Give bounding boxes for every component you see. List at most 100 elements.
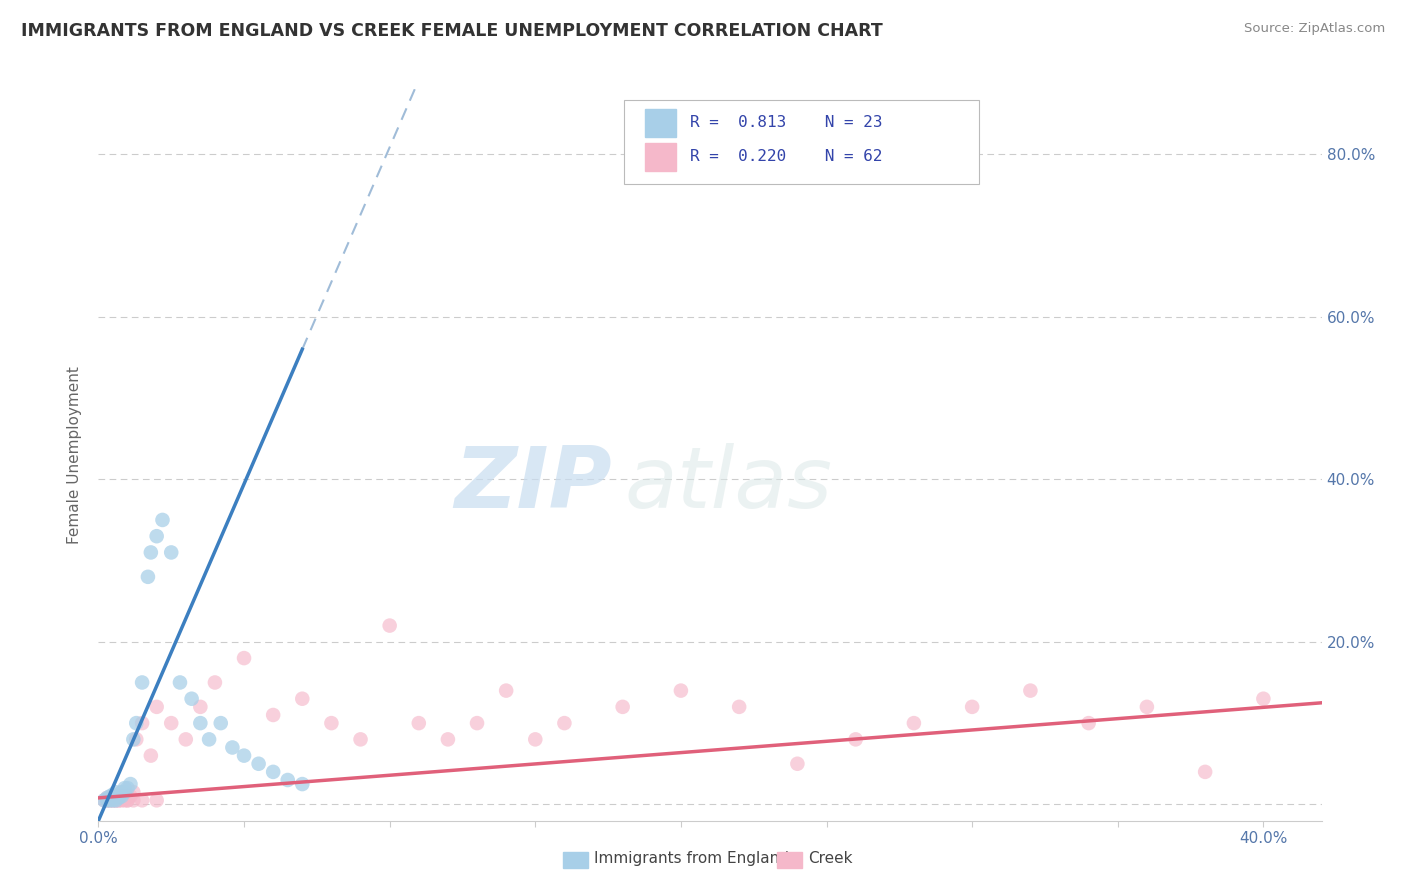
Point (125, 732, 148, 747)
Point (1194, 764, 1216, 779)
Point (117, 793, 139, 807)
Point (122, 785, 145, 799)
Point (291, 691, 314, 706)
Text: Source: ZipAtlas.com: Source: ZipAtlas.com (1244, 22, 1385, 36)
Point (669, 683, 692, 698)
Point (114, 785, 136, 799)
Point (111, 785, 134, 799)
Point (114, 793, 136, 807)
Point (152, 513, 174, 527)
Point (131, 793, 153, 807)
Point (111, 789, 134, 804)
Point (98, 793, 121, 807)
Point (221, 740, 243, 755)
Point (786, 756, 808, 771)
FancyBboxPatch shape (624, 100, 979, 185)
Point (960, 699, 983, 714)
Point (96, 793, 118, 807)
Point (117, 789, 139, 804)
Text: R =  0.220    N = 62: R = 0.220 N = 62 (690, 149, 883, 164)
Point (180, 691, 202, 706)
Point (101, 793, 124, 807)
Point (131, 716, 153, 731)
Bar (564, 852, 588, 868)
Point (104, 789, 127, 804)
Point (120, 789, 142, 804)
Point (122, 793, 145, 807)
Point (122, 732, 145, 747)
Point (98, 790, 121, 805)
Point (291, 777, 314, 791)
Point (117, 793, 139, 807)
Point (139, 748, 162, 763)
Point (101, 788, 124, 802)
Text: ZIP: ZIP (454, 442, 612, 525)
Point (96, 790, 118, 805)
Bar (645, 143, 676, 170)
Point (101, 793, 124, 807)
Point (198, 732, 221, 747)
Point (903, 716, 925, 731)
Point (104, 793, 127, 807)
Point (96, 793, 118, 807)
Point (160, 545, 183, 559)
Point (378, 618, 401, 632)
Point (111, 790, 134, 805)
Point (204, 675, 226, 690)
Text: IMMIGRANTS FROM ENGLAND VS CREEK FEMALE UNEMPLOYMENT CORRELATION CHART: IMMIGRANTS FROM ENGLAND VS CREEK FEMALE … (21, 22, 883, 40)
Point (104, 793, 127, 807)
Point (262, 764, 284, 779)
Point (120, 777, 142, 791)
Point (111, 789, 134, 804)
Point (145, 793, 167, 807)
Point (209, 716, 232, 731)
Point (845, 732, 868, 747)
Point (174, 732, 197, 747)
Point (98, 789, 121, 804)
Point (553, 716, 575, 731)
Point (108, 793, 131, 807)
Point (495, 683, 517, 698)
Point (114, 781, 136, 796)
Text: R =  0.813    N = 23: R = 0.813 N = 23 (690, 115, 883, 130)
Point (321, 716, 343, 731)
Point (1077, 716, 1099, 731)
Point (524, 732, 547, 747)
Point (108, 790, 131, 805)
Point (104, 793, 127, 807)
Point (262, 708, 284, 723)
Point (101, 790, 124, 805)
Text: Creek: Creek (808, 851, 852, 866)
Point (108, 793, 131, 807)
Text: atlas: atlas (624, 442, 832, 525)
Point (465, 716, 488, 731)
Point (96, 790, 118, 805)
Point (98, 793, 121, 807)
Point (408, 716, 430, 731)
Point (117, 781, 139, 796)
Point (98, 793, 121, 807)
Point (437, 732, 460, 747)
Point (96, 793, 118, 807)
Point (169, 675, 191, 690)
Point (188, 699, 212, 714)
Point (188, 716, 212, 731)
Point (247, 756, 270, 771)
Point (145, 699, 167, 714)
Point (136, 570, 159, 584)
Point (1253, 691, 1275, 706)
Point (101, 789, 124, 804)
Point (139, 545, 162, 559)
Point (108, 789, 131, 804)
Point (101, 793, 124, 807)
Point (349, 732, 371, 747)
Point (93, 793, 115, 807)
Point (101, 790, 124, 805)
Point (612, 699, 634, 714)
Text: Immigrants from England: Immigrants from England (593, 851, 789, 866)
Point (104, 785, 127, 799)
Point (160, 716, 183, 731)
Point (1136, 699, 1159, 714)
Point (104, 790, 127, 805)
Y-axis label: Female Unemployment: Female Unemployment (67, 366, 83, 544)
